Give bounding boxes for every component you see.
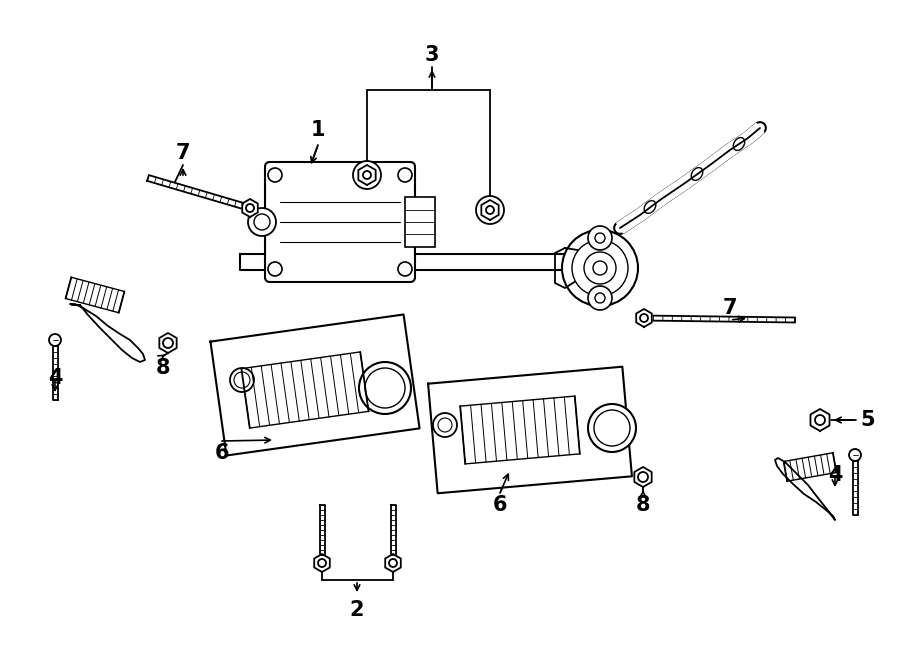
Polygon shape [242,199,257,217]
Circle shape [318,559,326,567]
Circle shape [588,286,612,310]
Polygon shape [636,309,652,327]
Text: 8: 8 [635,495,650,515]
Polygon shape [428,367,632,493]
Circle shape [49,334,61,346]
Polygon shape [634,467,652,487]
Polygon shape [66,277,124,313]
Text: 1: 1 [310,120,325,140]
Circle shape [268,168,282,182]
Circle shape [562,230,638,306]
Polygon shape [852,455,858,515]
Circle shape [353,161,381,189]
Circle shape [248,208,276,236]
Circle shape [398,262,412,276]
Polygon shape [616,210,643,233]
Circle shape [593,261,607,275]
Circle shape [638,472,648,482]
Circle shape [268,262,282,276]
Circle shape [254,214,270,230]
Polygon shape [482,200,499,220]
Circle shape [246,204,254,212]
Text: 4: 4 [828,465,842,485]
Circle shape [363,171,371,179]
Circle shape [163,338,173,348]
Polygon shape [211,315,419,455]
Circle shape [595,293,605,303]
Polygon shape [385,554,400,572]
Circle shape [234,372,250,388]
Bar [405,197,435,247]
Polygon shape [241,352,369,428]
Polygon shape [775,458,835,520]
Text: 2: 2 [350,600,365,620]
Text: 7: 7 [176,143,190,163]
Polygon shape [240,254,590,270]
Polygon shape [314,554,329,572]
Polygon shape [706,145,733,170]
Polygon shape [148,175,251,211]
Circle shape [595,233,605,243]
Circle shape [584,252,616,284]
Polygon shape [460,396,580,464]
Polygon shape [726,133,752,155]
Circle shape [365,368,405,408]
Text: 3: 3 [425,45,439,65]
Circle shape [640,314,648,322]
Circle shape [359,362,411,414]
Circle shape [433,413,457,437]
Polygon shape [811,409,830,431]
Text: 5: 5 [860,410,876,430]
FancyBboxPatch shape [265,162,415,282]
Polygon shape [644,315,795,323]
Text: 7: 7 [723,298,737,318]
Circle shape [588,226,612,250]
Polygon shape [784,453,836,481]
Circle shape [398,168,412,182]
Circle shape [594,410,630,446]
Polygon shape [159,333,176,353]
Circle shape [486,206,494,214]
Polygon shape [555,248,590,288]
Circle shape [438,418,452,432]
Polygon shape [636,195,663,220]
Polygon shape [391,505,395,560]
Polygon shape [681,160,714,188]
Text: 8: 8 [156,358,170,378]
Circle shape [476,196,504,224]
Circle shape [815,415,825,425]
Text: 4: 4 [48,368,62,388]
Polygon shape [70,304,145,362]
Polygon shape [657,178,688,205]
Circle shape [230,368,254,392]
Polygon shape [744,124,764,143]
Polygon shape [358,165,375,185]
Circle shape [588,404,636,452]
Polygon shape [52,340,58,400]
Circle shape [389,559,397,567]
Circle shape [572,240,628,296]
Polygon shape [320,505,325,560]
Circle shape [849,449,861,461]
Text: 6: 6 [493,495,508,515]
Text: 6: 6 [215,443,230,463]
